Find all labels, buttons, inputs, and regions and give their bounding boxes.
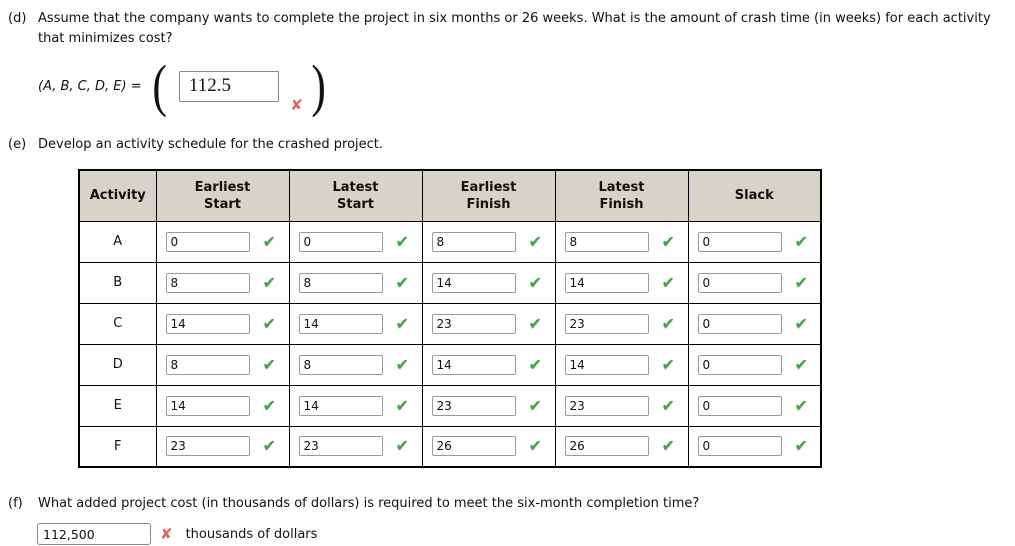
answer-input-c-slack[interactable]	[697, 313, 782, 334]
table-row-c: C ✔ ✔ ✔ ✔ ✔	[78, 302, 822, 345]
part-e-question: Develop an activity schedule for the cra…	[38, 137, 384, 152]
correct-icon: ✔	[661, 313, 675, 333]
table-row-a: A ✔ ✔ ✔ ✔ ✔	[78, 220, 822, 263]
part-d-answer-prefix: (A, B, C, D, E) =	[38, 78, 142, 94]
answer-input-e-earliest-finish[interactable]	[431, 395, 516, 416]
correct-icon: ✔	[794, 395, 808, 415]
correct-icon: ✔	[395, 313, 409, 333]
table-row-b: B ✔ ✔ ✔ ✔ ✔	[78, 261, 822, 304]
correct-icon: ✔	[528, 231, 542, 251]
answer-input-d-earliest-finish[interactable]	[431, 354, 516, 375]
correct-icon: ✔	[262, 313, 276, 333]
answer-input-d-latest-start[interactable]	[298, 354, 383, 375]
correct-icon: ✔	[661, 354, 675, 374]
answer-input-a-earliest-finish[interactable]	[431, 231, 516, 252]
answer-input-e-latest-finish[interactable]	[564, 395, 649, 416]
answer-input-d-earliest-start[interactable]	[165, 354, 250, 375]
answer-input-e-slack[interactable]	[697, 395, 782, 416]
activity-label: D	[78, 343, 157, 386]
correct-icon: ✔	[661, 436, 675, 456]
correct-icon: ✔	[794, 436, 808, 456]
answer-input-c-latest-start[interactable]	[298, 313, 383, 334]
activity-label: B	[78, 261, 157, 304]
correct-icon: ✔	[262, 395, 276, 415]
correct-icon: ✔	[395, 231, 409, 251]
part-f-answer-suffix: thousands of dollars	[185, 526, 318, 542]
added-cost-input[interactable]	[37, 523, 151, 545]
correct-icon: ✔	[661, 395, 675, 415]
answer-input-e-earliest-start[interactable]	[165, 395, 250, 416]
header-earliest-start: Earliest Start	[155, 169, 290, 222]
part-e-section: (e) Develop an activity schedule for the…	[0, 135, 1015, 468]
correct-icon: ✔	[262, 436, 276, 456]
activity-label: E	[78, 384, 157, 427]
part-f-label: (f)	[8, 496, 23, 511]
table-row-f: F ✔ ✔ ✔ ✔ ✔	[78, 425, 822, 468]
answer-input-e-latest-start[interactable]	[298, 395, 383, 416]
answer-input-c-latest-finish[interactable]	[564, 313, 649, 334]
answer-input-b-earliest-finish[interactable]	[431, 272, 516, 293]
correct-icon: ✔	[794, 313, 808, 333]
answer-input-d-slack[interactable]	[697, 354, 782, 375]
close-paren: )	[311, 52, 326, 118]
part-d-question: Assume that the company wants to complet…	[38, 11, 991, 46]
correct-icon: ✔	[528, 354, 542, 374]
correct-icon: ✔	[528, 436, 542, 456]
part-f-question: What added project cost (in thousands of…	[38, 496, 700, 511]
answer-input-b-earliest-start[interactable]	[165, 272, 250, 293]
correct-icon: ✔	[528, 313, 542, 333]
answer-input-b-latest-finish[interactable]	[564, 272, 649, 293]
answer-input-a-slack[interactable]	[697, 231, 782, 252]
correct-icon: ✔	[262, 354, 276, 374]
answer-input-c-earliest-finish[interactable]	[431, 313, 516, 334]
correct-icon: ✔	[395, 436, 409, 456]
answer-input-a-latest-finish[interactable]	[564, 231, 649, 252]
incorrect-icon: ✘	[160, 524, 173, 543]
table-row-d: D ✔ ✔ ✔ ✔ ✔	[78, 343, 822, 386]
answer-input-b-slack[interactable]	[697, 272, 782, 293]
correct-icon: ✔	[528, 395, 542, 415]
part-d-section: (d) Assume that the company wants to com…	[0, 9, 1015, 118]
table-header-row: Activity Earliest Start Latest Start Ear…	[78, 169, 822, 222]
table-row-e: E ✔ ✔ ✔ ✔ ✔	[78, 384, 822, 427]
part-e-label: (e)	[8, 137, 27, 152]
part-f-section: (f) What added project cost (in thousand…	[0, 494, 1015, 545]
activity-schedule-table: Activity Earliest Start Latest Start Ear…	[78, 169, 822, 468]
activity-label: F	[78, 425, 157, 468]
answer-input-f-latest-start[interactable]	[298, 436, 383, 457]
activity-label: C	[78, 302, 157, 345]
correct-icon: ✔	[661, 231, 675, 251]
part-d-label: (d)	[8, 11, 27, 26]
crash-time-input[interactable]	[178, 70, 279, 102]
correct-icon: ✔	[395, 354, 409, 374]
answer-input-f-latest-finish[interactable]	[564, 436, 649, 457]
answer-input-f-earliest-start[interactable]	[165, 436, 250, 457]
header-earliest-finish: Earliest Finish	[421, 169, 556, 222]
answer-input-d-latest-finish[interactable]	[564, 354, 649, 375]
answer-input-f-earliest-finish[interactable]	[431, 436, 516, 457]
header-slack: Slack	[687, 169, 822, 222]
correct-icon: ✔	[262, 272, 276, 292]
answer-input-c-earliest-start[interactable]	[165, 313, 250, 334]
activity-label: A	[78, 220, 157, 263]
incorrect-icon: ✘	[290, 95, 303, 114]
answer-input-a-latest-start[interactable]	[298, 231, 383, 252]
answer-input-a-earliest-start[interactable]	[165, 231, 250, 252]
correct-icon: ✔	[794, 354, 808, 374]
part-f-answer-row: ✘ thousands of dollars	[37, 523, 1015, 545]
correct-icon: ✔	[395, 395, 409, 415]
correct-icon: ✔	[262, 231, 276, 251]
correct-icon: ✔	[528, 272, 542, 292]
correct-icon: ✔	[395, 272, 409, 292]
correct-icon: ✔	[794, 231, 808, 251]
header-latest-start: Latest Start	[288, 169, 423, 222]
correct-icon: ✔	[661, 272, 675, 292]
header-activity: Activity	[78, 169, 157, 222]
answer-input-f-slack[interactable]	[697, 436, 782, 457]
header-latest-finish: Latest Finish	[554, 169, 689, 222]
open-paren: (	[152, 52, 167, 118]
part-d-answer-row: (A, B, C, D, E) = ( ✘ )	[38, 52, 1015, 118]
correct-icon: ✔	[794, 272, 808, 292]
answer-input-b-latest-start[interactable]	[298, 272, 383, 293]
